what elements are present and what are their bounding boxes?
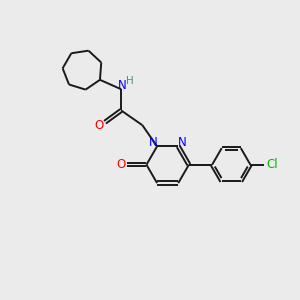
Text: N: N [118,79,127,92]
Text: N: N [177,136,186,149]
Text: H: H [126,76,134,86]
Text: O: O [116,158,125,171]
Text: O: O [94,119,104,132]
Text: N: N [149,136,158,149]
Text: Cl: Cl [266,158,278,171]
